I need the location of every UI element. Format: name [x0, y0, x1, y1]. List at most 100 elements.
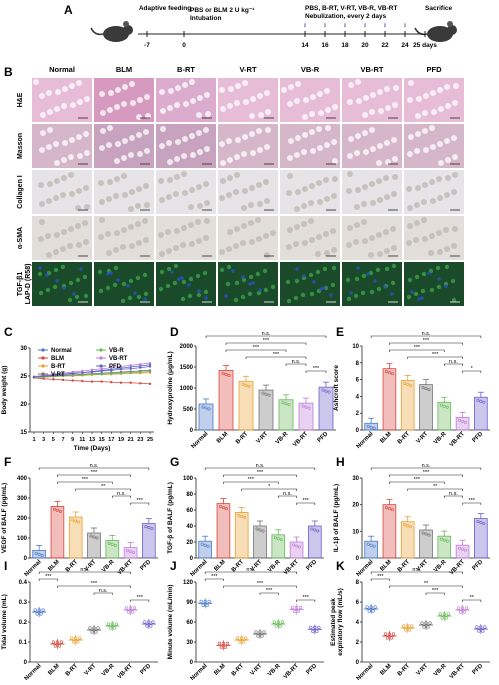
tissue-texture: [243, 99, 249, 105]
data-point: [37, 608, 41, 612]
data-point: [221, 641, 226, 645]
tissue-texture: [249, 131, 255, 137]
y-tick-label: 0: [190, 556, 194, 562]
tissue-texture: [99, 217, 105, 223]
data-point: [143, 620, 147, 624]
tissue-texture: [84, 96, 90, 102]
tissue-texture: [308, 218, 314, 224]
significance-bracket: [389, 585, 463, 588]
x-tick-label: B-RT: [231, 663, 246, 678]
data-point: [129, 364, 132, 367]
tissue-texture: [75, 223, 81, 229]
tissue-texture: [129, 189, 135, 195]
tissue-texture: [430, 90, 436, 96]
data-point: [464, 606, 469, 610]
tissue-texture: [369, 235, 375, 241]
x-tick-label: PFD: [306, 663, 319, 676]
data-point: [129, 367, 132, 370]
tissue-texture: [445, 103, 451, 109]
significance-label: n.s.: [80, 567, 89, 573]
tissue-texture: [136, 294, 142, 300]
tissue-texture: [407, 277, 413, 283]
tissue-texture: [354, 204, 360, 210]
tissue-texture: [62, 140, 68, 146]
nucleus-stain: [224, 294, 228, 298]
data-point: [439, 403, 443, 407]
tissue-texture: [61, 157, 67, 163]
tissue-texture: [107, 125, 113, 131]
tissue-texture: [301, 221, 307, 227]
tissue-texture: [248, 202, 254, 208]
data-point: [327, 390, 331, 394]
data-point: [383, 632, 388, 636]
tissue-texture: [249, 239, 255, 245]
nucleus-stain: [106, 272, 110, 276]
nucleus-stain: [38, 266, 42, 270]
data-point: [114, 622, 118, 626]
significance-label: ***: [45, 574, 52, 580]
tissue-texture: [40, 112, 46, 118]
tissue-texture: [355, 133, 361, 139]
data-point: [88, 626, 92, 630]
x-tick-label: PFD: [472, 431, 485, 444]
tissue-texture: [286, 298, 292, 304]
tissue-texture: [383, 229, 389, 235]
tissue-texture: [227, 175, 233, 181]
tissue-texture: [378, 108, 384, 114]
tissue-texture: [348, 82, 354, 88]
data-point: [150, 527, 154, 531]
tissue-texture: [60, 246, 66, 252]
tissue-texture: [247, 291, 253, 297]
tissue-texture: [135, 221, 141, 227]
y-tick-label: 20: [352, 503, 359, 509]
significance-label: *: [471, 366, 474, 372]
bar: [382, 368, 397, 431]
tissue-texture: [137, 151, 143, 157]
tissue-texture: [435, 265, 441, 271]
timeline-day: 24: [401, 42, 409, 49]
data-point: [61, 374, 65, 378]
tissue-texture: [160, 126, 166, 132]
significance-label: ***: [414, 345, 421, 351]
data-point: [61, 373, 65, 376]
tissue-texture: [180, 296, 186, 302]
legend-marker: [99, 364, 103, 368]
tissue-texture: [114, 176, 120, 182]
tissue-texture: [219, 267, 225, 273]
histology-grid: Normal BLM B-RT V-RT VB-R VB-RT PFD H&E Masson Co…: [17, 65, 464, 306]
tissue-texture: [391, 137, 397, 143]
tissue-texture: [392, 156, 398, 162]
tissue-texture: [444, 138, 450, 144]
significance-bracket: [38, 578, 58, 581]
significance-bracket: [389, 342, 463, 345]
data-point: [421, 386, 425, 390]
mouse-head: [123, 25, 133, 35]
tissue-texture: [174, 174, 180, 180]
data-point: [313, 528, 317, 532]
y-tick-label: 30: [352, 476, 359, 482]
data-point: [52, 378, 55, 381]
nucleus-stain: [204, 296, 208, 300]
timeline-label: Sacrifice: [425, 5, 452, 12]
tissue-texture: [234, 154, 240, 160]
tissue-texture: [348, 136, 354, 142]
x-tick-label: B-RT: [65, 559, 80, 574]
data-point: [55, 640, 60, 644]
tissue-texture: [315, 269, 321, 275]
tissue-texture: [39, 201, 45, 207]
tissue-texture: [122, 192, 128, 198]
significance-label: n.s.: [283, 491, 292, 497]
significance-bracket: [241, 488, 297, 491]
data-point: [243, 515, 247, 519]
x-tick-label: V-RT: [250, 663, 264, 677]
tissue-texture: [113, 193, 119, 199]
x-tick-label: V-RT: [256, 431, 270, 445]
data-point: [439, 537, 443, 541]
tissue-texture: [195, 273, 201, 279]
data-point: [237, 513, 241, 517]
tissue-texture: [143, 291, 149, 297]
tissue-texture: [143, 237, 149, 243]
data-point: [274, 624, 278, 628]
